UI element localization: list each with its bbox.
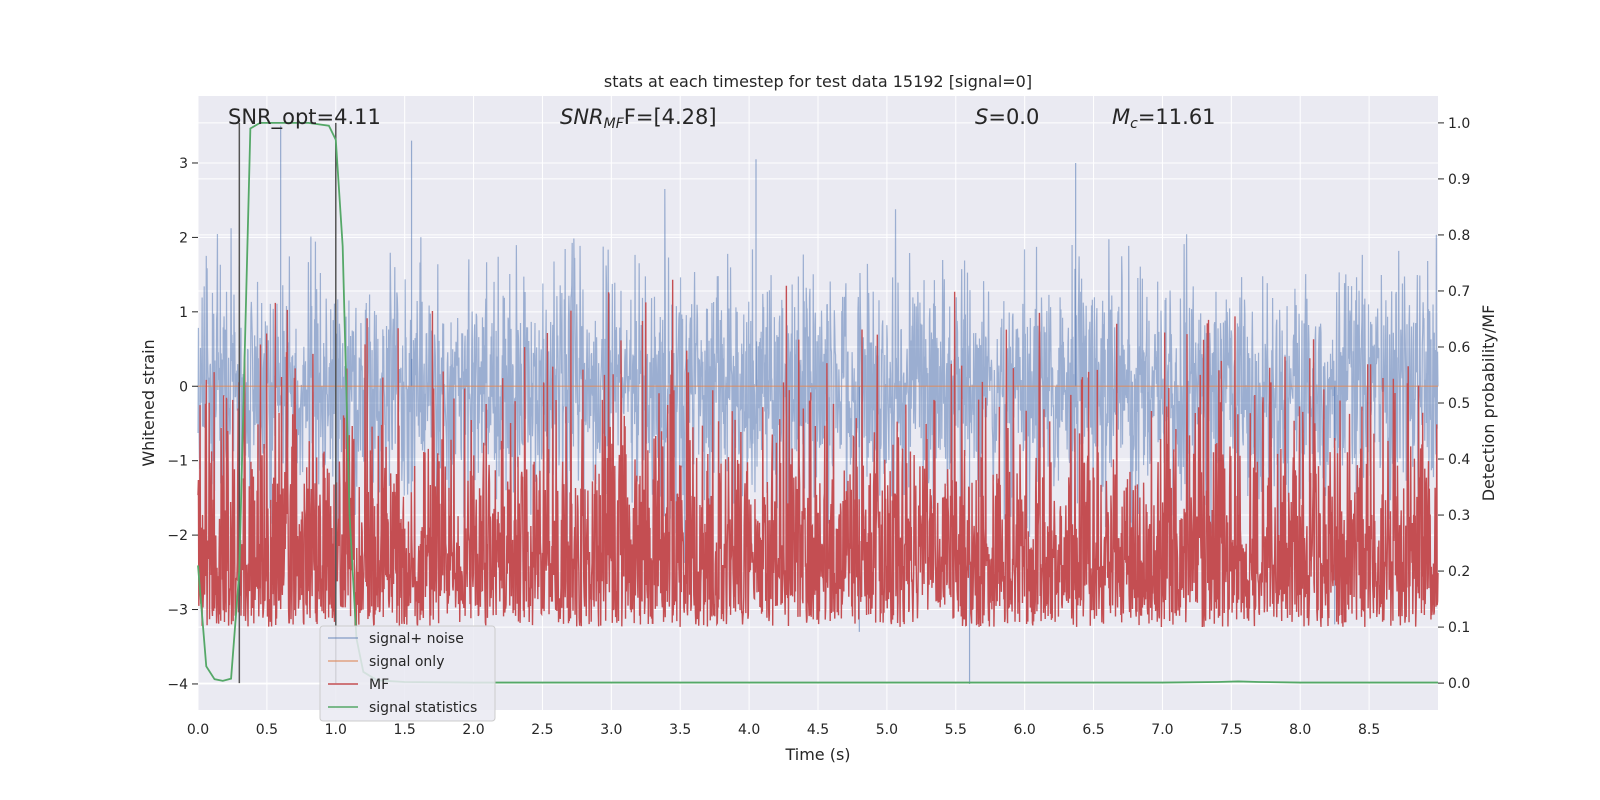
annotation-snr-mf-main: SNR [560,105,604,129]
x-tick-label-15: 7.5 [1220,722,1242,738]
x-tick-label-4: 2.0 [462,722,484,738]
x-tick-label-14: 7.0 [1151,722,1173,738]
x-tick-label-8: 4.0 [738,722,760,738]
x-tick-label-11: 5.5 [945,722,967,738]
y2-tick-label-2: 0.2 [1448,564,1470,580]
mf-line [197,279,1439,628]
y-tick-label-0: −4 [167,677,188,693]
annotation-snr-opt: SNR_opt=4.11 [228,105,381,130]
annotation-mc-main: M [1112,105,1130,129]
x-tick-label-7: 3.5 [669,722,691,738]
y2-tick-label-10: 1.0 [1448,116,1470,132]
y2-tick-label-1: 0.1 [1448,620,1470,636]
series-mf [197,279,1439,628]
x-tick-label-17: 8.5 [1358,722,1380,738]
annotation-mc: Mc=11.61 [1112,105,1216,132]
x-tick-label-5: 2.5 [531,722,553,738]
annotation-mc-sub: c [1130,116,1138,132]
y2-tick-label-9: 0.9 [1448,172,1470,188]
y2-tick-label-8: 0.8 [1448,228,1470,244]
legend-label-signal-only: signal only [369,654,444,670]
series-signal-statistics [197,121,1438,684]
x-tick-label-2: 1.0 [325,722,347,738]
signal-noise-line [197,189,1439,568]
x-tick-label-0: 0.0 [187,722,209,738]
y2-tick-label-5: 0.5 [1448,396,1470,412]
x-tick-label-12: 6.0 [1014,722,1036,738]
x-tick-label-10: 5.0 [876,722,898,738]
y-tick-label-5: 1 [179,305,188,321]
y-tick-label-4: 0 [179,379,188,395]
chart-title: stats at each timestep for test data 151… [604,72,1032,91]
x-tick-label-13: 6.5 [1082,722,1104,738]
annotation-s-main: S [975,105,988,129]
legend-box [319,625,496,722]
vlines [238,122,337,684]
signal-statistics-line [197,121,1438,684]
x-tick-label-16: 8.0 [1289,722,1311,738]
x-tick-label-1: 0.5 [256,722,278,738]
y-tick-label-7: 3 [179,156,188,172]
annotation-s-rest: =0.0 [988,105,1039,129]
legend-label-signal-statistics: signal statistics [369,700,477,716]
y-tick-label-3: −1 [167,454,188,470]
y-tick-label-6: 2 [179,230,188,246]
y2-tick-label-4: 0.4 [1448,452,1470,468]
annotation-mc-rest: =11.61 [1138,105,1216,129]
y2-tick-label-0: 0.0 [1448,676,1470,692]
x-tick-label-9: 4.5 [807,722,829,738]
y2-axis-label: Detection probability/MF [1479,305,1498,502]
y2-tick-label-6: 0.6 [1448,340,1470,356]
legend-label-mf: MF [369,677,389,693]
y-axis-label: Whitened strain [139,339,158,466]
y2-tick-label-7: 0.7 [1448,284,1470,300]
legend-label-signal-noise: signal+ noise [369,631,464,647]
y-tick-label-1: −3 [167,603,188,619]
y2-tick-label-3: 0.3 [1448,508,1470,524]
annotation-snr-mf: SNRMFF=[4.28] [560,105,717,132]
legend: signal+ noise signal only MF signal stat… [319,625,496,722]
annotation-s: S=0.0 [975,105,1039,129]
x-tick-label-6: 3.0 [600,722,622,738]
ticks: 0.0 0.5 1.0 1.5 2.0 2.5 3.0 3.5 4.0 4.5 5.0 5.5 6.0 6… [167,116,1470,738]
annotation-snr-mf-sub: MF [604,116,625,132]
x-tick-label-3: 1.5 [394,722,416,738]
y-tick-label-2: −2 [167,528,188,544]
annotation-snr-mf-rest: F=[4.28] [624,105,717,129]
x-axis-label: Time (s) [784,745,850,764]
